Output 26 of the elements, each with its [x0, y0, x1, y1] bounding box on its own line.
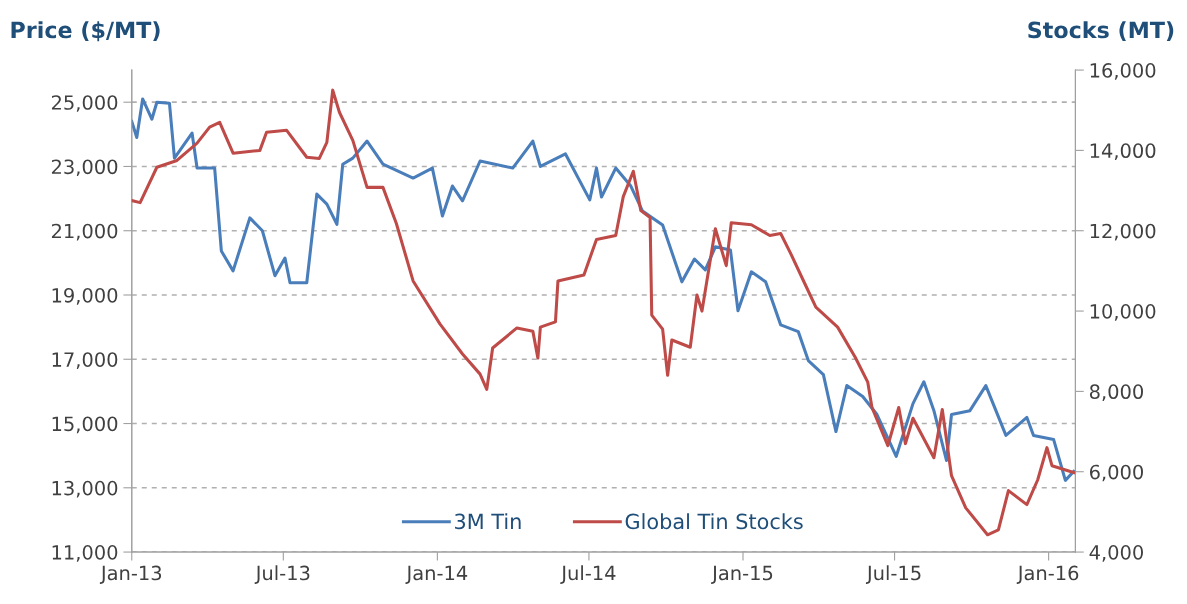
x-tick-label: Jan-13 [99, 565, 162, 584]
y-tick-label: 13,000 [52, 480, 118, 498]
y-tick-label: 17,000 [52, 352, 118, 369]
y-tick-label: 25,000 [51, 95, 118, 112]
y2-tick-label: 4,000 [1089, 545, 1143, 562]
x-tick-label: Jul-13 [254, 565, 310, 584]
y2-tick-label: 14,000 [1090, 143, 1156, 161]
x-tick-label: Jan-15 [711, 565, 773, 584]
y-tick-label: 15,000 [52, 416, 118, 434]
x-tick-label: Jul-15 [865, 565, 921, 584]
y2-tick-label: 10,000 [1090, 304, 1156, 321]
y-tick-label: 21,000 [51, 223, 118, 241]
x-tick-label: Jan-14 [405, 565, 468, 584]
x-tick-label: Jan-16 [1016, 565, 1079, 584]
x-tick-label: Jul-14 [560, 565, 616, 584]
legend-label: Global Tin Stocks [625, 513, 803, 530]
y-axis-title: Price ($/MT) [11, 21, 160, 42]
y-tick-label: 19,000 [52, 287, 118, 305]
y2-axis-title: Stocks (MT) [1028, 21, 1174, 41]
y2-tick-label: 6,000 [1089, 464, 1143, 482]
legend-label: 3M Tin [455, 513, 521, 530]
y-tick-label: 11,000 [52, 545, 118, 562]
y2-tick-label: 16,000 [1090, 63, 1156, 80]
y2-tick-label: 12,000 [1090, 223, 1156, 241]
y2-tick-label: 8,000 [1089, 384, 1143, 402]
y-tick-label: 23,000 [51, 159, 118, 177]
